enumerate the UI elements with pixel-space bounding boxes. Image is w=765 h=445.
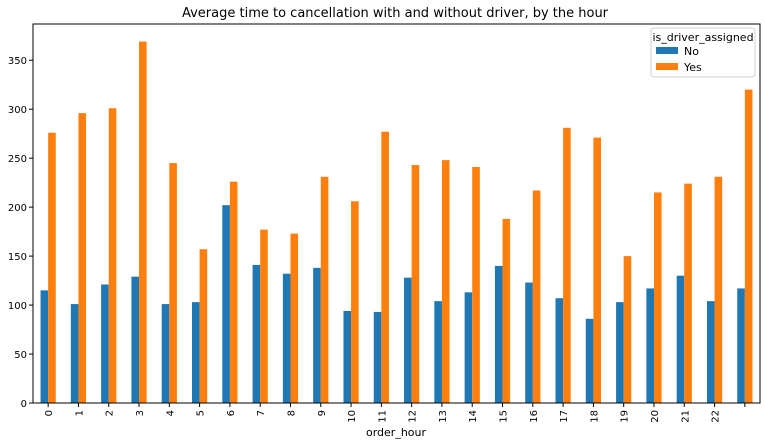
bar-yes-14 (472, 166, 480, 403)
bar-yes-4 (169, 163, 177, 403)
bar-no-15 (494, 265, 503, 403)
x-tick-label: 2 (105, 410, 116, 416)
legend-label-no: No (684, 45, 699, 58)
legend: is_driver_assigned No Yes (650, 27, 756, 78)
bar-yes-21 (684, 183, 692, 403)
legend-label-yes: Yes (683, 61, 702, 74)
bar-no-4 (161, 304, 170, 403)
bar-yes-0 (48, 132, 56, 403)
x-tick-label: 12 (408, 410, 419, 423)
bar-no-18 (585, 318, 594, 403)
bar-no-9 (313, 267, 321, 403)
x-tick-label: 20 (650, 410, 661, 423)
x-tick-label: 13 (438, 410, 449, 423)
x-tick-label: 16 (529, 410, 540, 423)
bar-no-5 (192, 302, 200, 403)
bar-no-23 (737, 288, 745, 403)
x-tick-label: 14 (468, 410, 479, 423)
bar-yes-13 (441, 160, 450, 403)
x-tick-label: 0 (44, 410, 55, 416)
bar-yes-5 (199, 249, 208, 403)
bar-yes-2 (108, 108, 117, 403)
bar-yes-18 (593, 137, 601, 404)
bar-yes-16 (532, 190, 541, 403)
y-tick-label: 300 (8, 105, 27, 116)
x-tick-label: 19 (620, 410, 631, 423)
y-tick-label: 250 (8, 154, 27, 165)
bar-yes-17 (563, 127, 571, 404)
x-tick-label: 17 (559, 410, 570, 423)
y-tick-label: 200 (8, 203, 27, 214)
x-tick-label: 8 (286, 410, 297, 416)
bar-no-12 (404, 277, 412, 403)
y-tick-label: 350 (8, 56, 27, 67)
x-tick-label: 18 (589, 410, 600, 423)
legend-swatch-yes (656, 63, 678, 70)
x-tick-label: 21 (680, 410, 691, 423)
bar-yes-7 (260, 229, 268, 403)
bar-no-10 (343, 310, 352, 403)
bar-no-16 (525, 282, 533, 403)
bar-no-17 (555, 298, 564, 403)
bar-yes-23 (744, 89, 753, 403)
y-axis: 0 50 100 150 200 250 300 350 (8, 56, 33, 410)
bar-yes-8 (290, 233, 299, 403)
bar-no-21 (676, 275, 685, 403)
x-tick-label: 9 (317, 410, 328, 416)
bar-yes-9 (320, 176, 329, 403)
bars-group (40, 41, 753, 404)
y-tick-label: 100 (8, 301, 27, 312)
bar-no-0 (40, 290, 49, 403)
bar-no-11 (373, 311, 382, 403)
bar-yes-15 (502, 218, 511, 403)
legend-swatch-no (656, 47, 678, 54)
bar-no-14 (464, 292, 473, 403)
y-tick-label: 50 (14, 350, 27, 361)
x-axis-label: order_hour (366, 426, 427, 439)
bar-yes-19 (623, 256, 632, 403)
bar-no-1 (70, 304, 79, 403)
chart-title: Average time to cancellation with and wi… (182, 6, 609, 21)
bar-no-8 (282, 273, 291, 403)
bar-yes-6 (229, 181, 238, 403)
x-tick-label: 6 (226, 410, 237, 416)
y-tick-label: 150 (8, 252, 27, 263)
x-tick-label: 10 (347, 410, 358, 423)
bar-no-22 (706, 301, 715, 403)
bar-no-2 (101, 284, 109, 403)
legend-title: is_driver_assigned (652, 31, 753, 44)
x-tick-label: 11 (377, 410, 388, 423)
bar-no-13 (434, 301, 442, 403)
x-axis: 0 1 2 3 4 5 6 7 8 9 10 11 12 13 14 15 16 17 18 19 20 21 22 (44, 403, 746, 423)
x-tick-label: 5 (196, 410, 207, 416)
plot-frame (32, 23, 761, 404)
bar-yes-22 (714, 176, 723, 403)
bar-yes-11 (381, 131, 389, 403)
bar-no-20 (646, 288, 654, 403)
bar-yes-20 (653, 192, 662, 403)
bar-yes-1 (78, 113, 87, 403)
x-tick-label: 7 (256, 410, 267, 416)
x-tick-label: 22 (711, 410, 722, 423)
x-tick-label: 4 (165, 410, 176, 416)
bar-no-7 (252, 264, 261, 403)
bar-yes-3 (139, 41, 147, 404)
x-tick-label: 3 (135, 410, 146, 416)
y-tick-label: 0 (21, 399, 27, 410)
bar-yes-10 (351, 201, 359, 403)
x-tick-label: 1 (74, 410, 85, 416)
bar-no-19 (616, 302, 624, 403)
bar-no-3 (131, 276, 140, 403)
bar-yes-12 (411, 165, 420, 403)
bar-no-6 (222, 205, 230, 403)
x-tick-label: 15 (499, 410, 510, 423)
